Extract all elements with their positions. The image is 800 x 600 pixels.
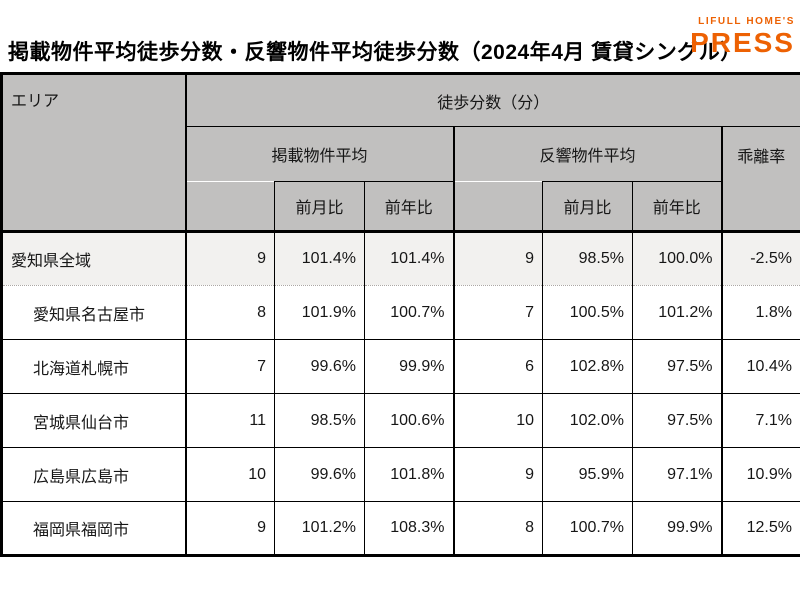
deviation-cell: 7.1%: [721, 393, 800, 448]
header-row-1: エリア 徒歩分数（分）: [1, 73, 800, 233]
listed-mom-cell: 101.9%: [274, 285, 365, 340]
inquiry-yoy-cell: 97.5%: [632, 393, 723, 448]
listed-yoy-cell: 100.7%: [364, 285, 455, 340]
listed-avg-cell: 8: [185, 285, 275, 340]
listed-avg-subheader-empty: [185, 181, 275, 233]
lifull-homes-press-logo: LIFULL HOME'S PRESS: [690, 16, 795, 57]
area-column-header: エリア: [1, 73, 187, 233]
inquiry-mom-cell: 98.5%: [542, 231, 633, 286]
inquiry-mom-cell: 100.7%: [542, 501, 633, 556]
inquiry-avg-cell: 10: [453, 393, 543, 448]
table-row: 愛知県全域 9 101.4% 101.4% 9 98.5% 100.0% -2.…: [1, 231, 800, 286]
inquiry-avg-cell: 8: [453, 501, 543, 556]
inquiry-yoy-cell: 97.1%: [632, 447, 723, 502]
page-title: 掲載物件平均徒歩分数・反響物件平均徒歩分数（2024年4月 賃貸シングル）: [8, 41, 742, 64]
inquiry-mom-cell: 95.9%: [542, 447, 633, 502]
inquiry-mom-header: 前月比: [542, 181, 633, 233]
listed-yoy-cell: 101.4%: [364, 231, 455, 286]
table-row: 北海道札幌市 7 99.6% 99.9% 6 102.8% 97.5% 10.4…: [1, 339, 800, 394]
header-row-3: 前月比 前年比 前月比 前年比: [2, 181, 800, 233]
area-cell: 愛知県全域: [1, 231, 187, 286]
logo-brand-text: LIFULL HOME'S: [698, 16, 795, 27]
listed-group-header: 掲載物件平均: [185, 126, 455, 182]
area-cell: 愛知県名古屋市: [1, 285, 187, 340]
area-cell: 北海道札幌市: [1, 339, 187, 394]
listed-avg-cell: 9: [185, 501, 275, 556]
listed-yoy-cell: 101.8%: [364, 447, 455, 502]
inquiry-yoy-cell: 97.5%: [632, 339, 723, 394]
deviation-cell: 10.9%: [721, 447, 800, 502]
header-row-2: 掲載物件平均 反響物件平均 乖離率: [2, 126, 800, 233]
listed-yoy-cell: 99.9%: [364, 339, 455, 394]
inquiry-avg-cell: 9: [453, 447, 543, 502]
area-cell: 広島県広島市: [1, 447, 187, 502]
listed-mom-cell: 101.4%: [274, 231, 365, 286]
deviation-cell: -2.5%: [721, 231, 800, 286]
listed-avg-cell: 7: [185, 339, 275, 394]
listed-yoy-header: 前年比: [364, 181, 455, 233]
listed-yoy-cell: 108.3%: [364, 501, 455, 556]
area-cell: 宮城県仙台市: [1, 393, 187, 448]
area-cell: 福岡県福岡市: [1, 501, 187, 556]
listed-avg-cell: 10: [185, 447, 275, 502]
inquiry-mom-cell: 102.8%: [542, 339, 633, 394]
listed-mom-cell: 99.6%: [274, 339, 365, 394]
listed-avg-cell: 9: [185, 231, 275, 286]
deviation-header: 乖離率: [721, 126, 800, 233]
inquiry-group-header: 反響物件平均: [453, 126, 723, 182]
listed-mom-header: 前月比: [274, 181, 365, 233]
inquiry-yoy-header: 前年比: [632, 181, 723, 233]
table-row: 福岡県福岡市 9 101.2% 108.3% 8 100.7% 99.9% 12…: [1, 501, 800, 556]
listed-avg-cell: 11: [185, 393, 275, 448]
inquiry-avg-cell: 7: [453, 285, 543, 340]
listed-mom-cell: 99.6%: [274, 447, 365, 502]
walk-minutes-header: 徒歩分数（分）: [185, 73, 800, 127]
table-row: 宮城県仙台市 11 98.5% 100.6% 10 102.0% 97.5% 7…: [1, 393, 800, 448]
listed-mom-cell: 101.2%: [274, 501, 365, 556]
deviation-cell: 10.4%: [721, 339, 800, 394]
inquiry-yoy-cell: 100.0%: [632, 231, 723, 286]
table-row: 広島県広島市 10 99.6% 101.8% 9 95.9% 97.1% 10.…: [1, 447, 800, 502]
inquiry-avg-cell: 9: [453, 231, 543, 286]
inquiry-mom-cell: 100.5%: [542, 285, 633, 340]
listed-mom-cell: 98.5%: [274, 393, 365, 448]
listed-yoy-cell: 100.6%: [364, 393, 455, 448]
inquiry-mom-cell: 102.0%: [542, 393, 633, 448]
inquiry-avg-subheader-empty: [453, 181, 543, 233]
walk-minutes-table: エリア 徒歩分数（分） 掲載物件平均 反響物件平均 乖離率 前月比 前年比 前月…: [0, 72, 800, 557]
logo-press-text: PRESS: [690, 27, 795, 58]
deviation-cell: 1.8%: [721, 285, 800, 340]
deviation-cell: 12.5%: [746, 519, 792, 536]
inquiry-yoy-cell: 101.2%: [632, 285, 723, 340]
table-row: 愛知県名古屋市 8 101.9% 100.7% 7 100.5% 101.2% …: [1, 285, 800, 340]
inquiry-yoy-cell: 99.9%: [632, 501, 723, 556]
inquiry-avg-cell: 6: [453, 339, 543, 394]
